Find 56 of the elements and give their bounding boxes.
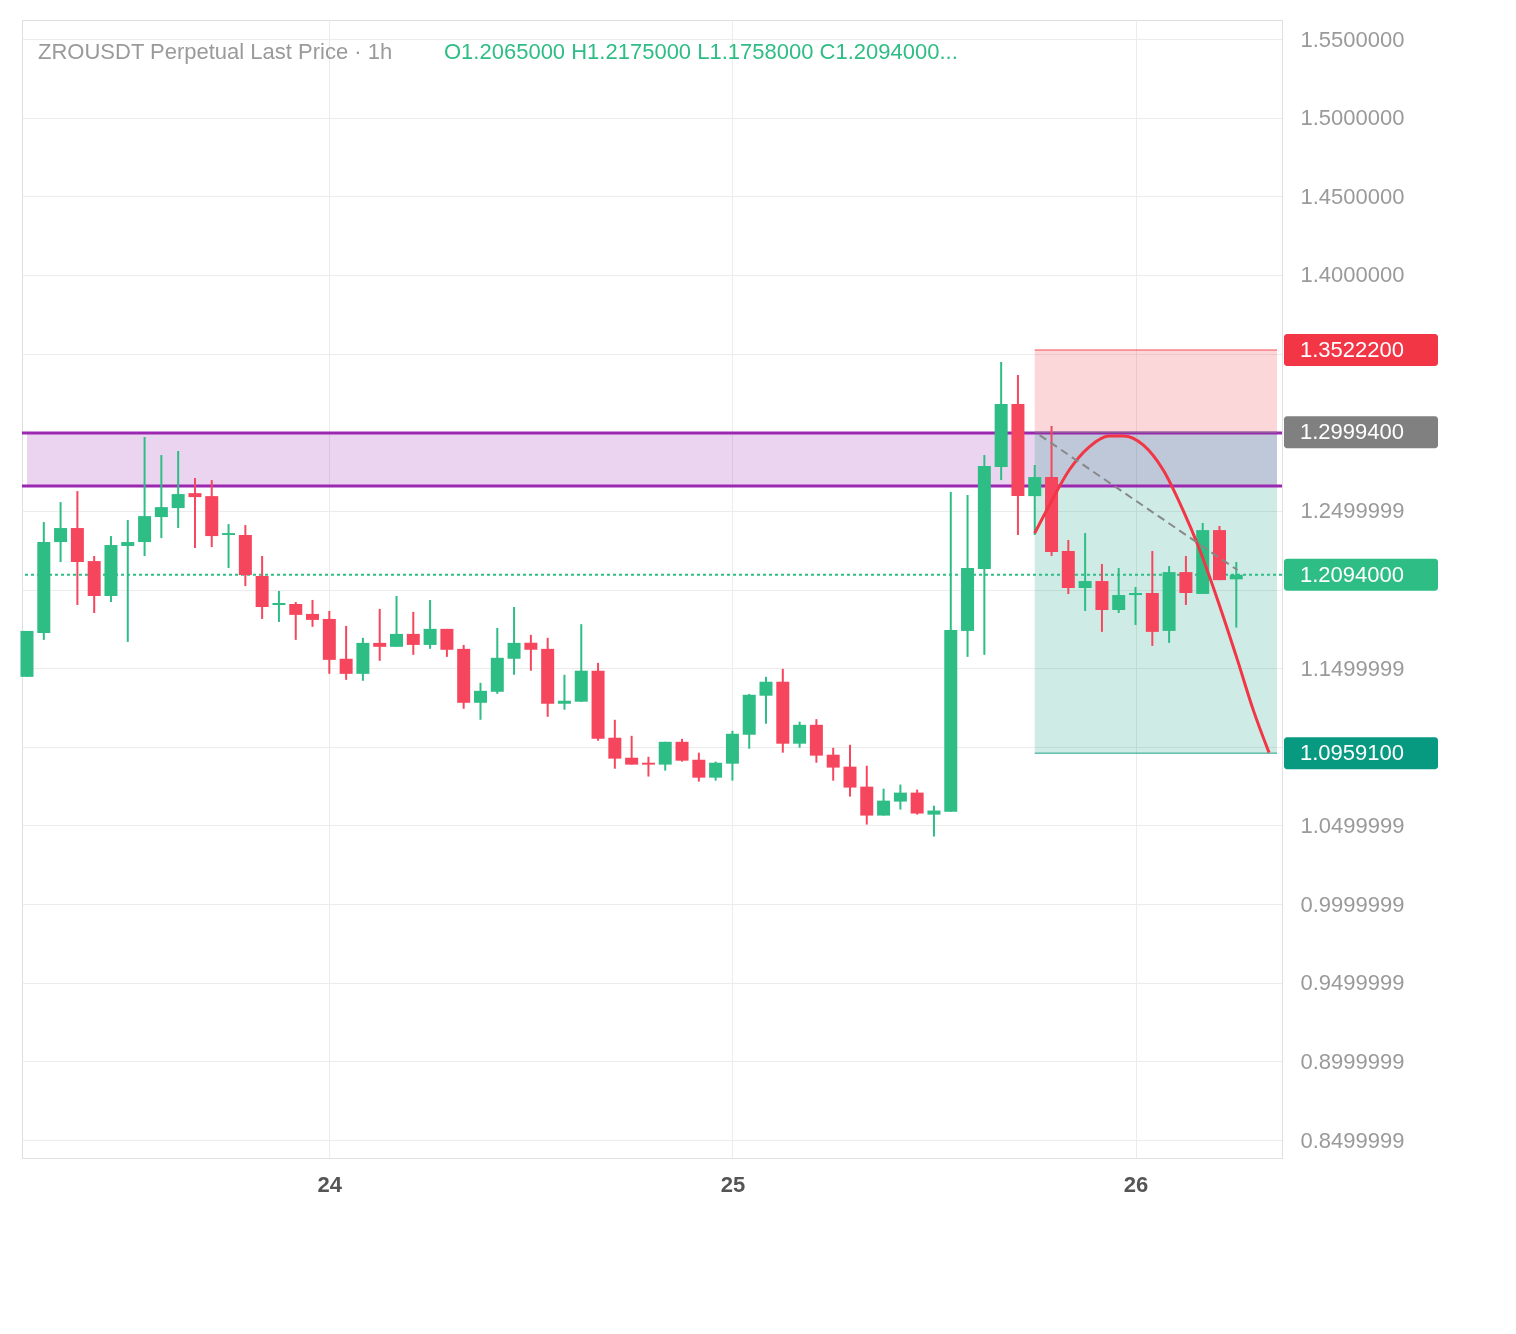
y-tick-label: 1.0499999 [1300, 812, 1405, 838]
x-tick-label: 26 [1123, 1171, 1149, 1197]
candlestick [154, 454, 168, 540]
ref-line-label: 1.2094000 [1300, 561, 1404, 587]
candlestick [406, 610, 420, 656]
candlestick [188, 477, 202, 550]
candlestick [272, 589, 286, 623]
candlestick [222, 523, 236, 569]
candlestick [54, 501, 68, 564]
candlestick [709, 760, 723, 782]
candlestick [1179, 555, 1193, 606]
text: ZROUSDT Perpetual Last Price · 1h [38, 39, 393, 64]
candlestick [440, 627, 454, 658]
candlestick [826, 746, 840, 782]
y-tick-label: 1.1499999 [1300, 655, 1405, 681]
candlestick [306, 598, 320, 628]
candlestick [524, 633, 538, 672]
candlestick [692, 751, 706, 783]
ref-line-label: 1.3522200 [1300, 337, 1404, 363]
y-tick-label: 1.4500000 [1300, 183, 1405, 209]
y-tick-label: 0.9499999 [1300, 970, 1405, 996]
x-tick-label: 24 [317, 1171, 343, 1197]
candlestick [1028, 463, 1042, 536]
y-tick-label: 1.5500000 [1300, 26, 1405, 52]
y-tick-label: 1.5000000 [1300, 105, 1405, 131]
text: O1.2065000 H1.2175000 L1.1758000 C1.2094000... [444, 39, 958, 64]
ref-line-label: 1.2999400 [1300, 419, 1404, 445]
candlestick [658, 740, 672, 772]
candlestick [793, 720, 807, 749]
candlestick [373, 607, 387, 662]
y-tick-label: 0.8499999 [1300, 1127, 1405, 1153]
candlestick [507, 606, 521, 676]
candlestick [877, 787, 891, 817]
y-tick-label: 1.4000000 [1300, 262, 1405, 288]
y-tick-label: 0.8999999 [1300, 1048, 1405, 1074]
candlestick [759, 675, 773, 725]
candlestick [339, 624, 353, 681]
candlestick [423, 598, 437, 650]
candlestick [289, 600, 303, 641]
ref-line-label: 1.0959100 [1300, 740, 1404, 766]
candlestick [675, 737, 689, 763]
candlestick [893, 783, 907, 811]
candlestick [625, 734, 639, 766]
y-tick-label: 0.9999999 [1300, 891, 1405, 917]
x-tick-label: 25 [720, 1171, 746, 1197]
candlestick [843, 743, 857, 798]
candlestick [171, 449, 185, 530]
candlestick [390, 595, 404, 648]
candlestick [557, 673, 571, 711]
y-tick-label: 1.2499999 [1300, 498, 1405, 524]
candlestick [927, 804, 941, 838]
candlestick [473, 681, 487, 721]
candlestick [1129, 586, 1143, 626]
candlestick [641, 755, 655, 778]
candlestick [910, 788, 924, 816]
candlestick [608, 718, 622, 770]
